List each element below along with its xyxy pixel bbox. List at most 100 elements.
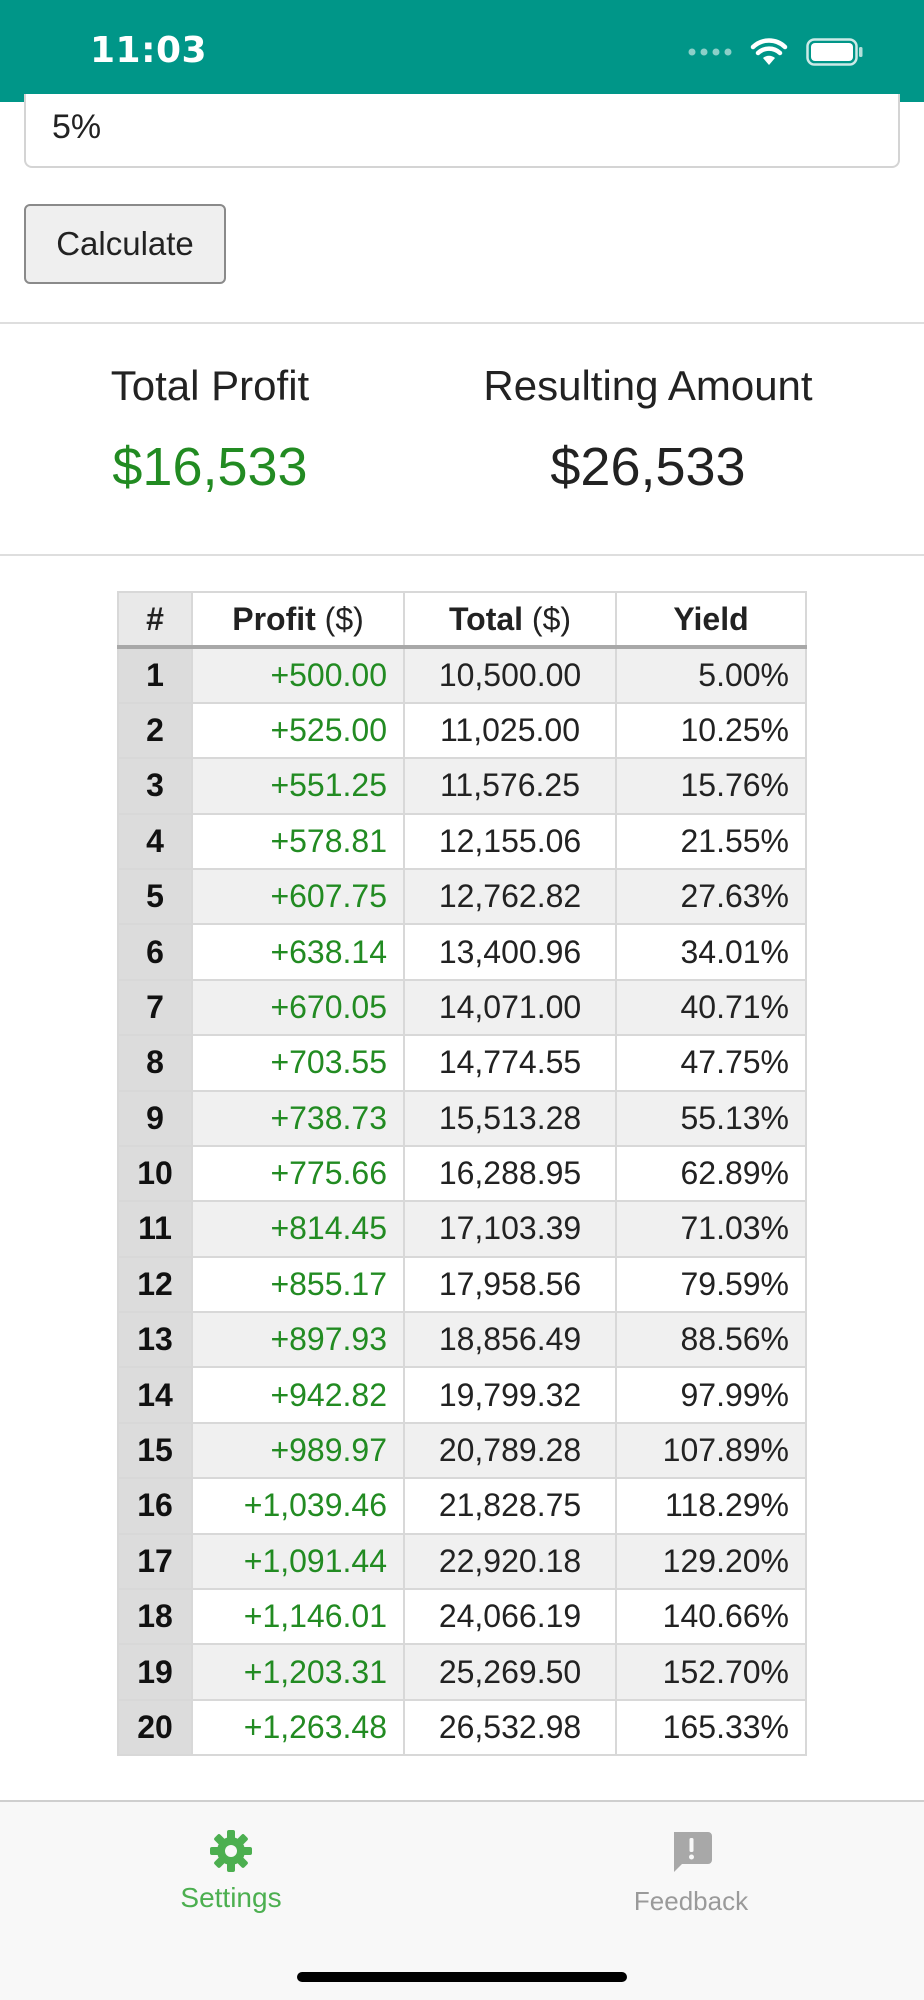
row-yield-cell: 118.29% bbox=[615, 1477, 807, 1535]
row-number-cell: 20 bbox=[117, 1698, 193, 1757]
gear-icon bbox=[210, 1830, 252, 1872]
row-number-cell: 13 bbox=[117, 1311, 193, 1369]
table-row: 5 +607.75 12,762.82 27.63% bbox=[117, 867, 807, 926]
row-profit-cell: +551.25 bbox=[191, 757, 405, 815]
row-number-cell: 2 bbox=[117, 701, 193, 760]
interest-rate-input[interactable]: 5% bbox=[24, 94, 900, 168]
row-total-cell: 14,774.55 bbox=[403, 1034, 617, 1092]
row-total-cell: 14,071.00 bbox=[403, 978, 617, 1037]
row-profit-cell: +1,039.46 bbox=[191, 1477, 405, 1535]
tab-settings-label: Settings bbox=[180, 1882, 282, 1913]
row-yield-cell: 21.55% bbox=[615, 812, 807, 870]
column-header-profit: Profit ($) bbox=[191, 590, 405, 650]
row-yield-cell: 27.63% bbox=[615, 867, 807, 926]
row-total-cell: 17,958.56 bbox=[403, 1255, 617, 1314]
home-indicator[interactable] bbox=[297, 1972, 627, 1982]
status-icons bbox=[688, 34, 864, 70]
row-yield-cell: 165.33% bbox=[615, 1698, 807, 1757]
row-yield-cell: 40.71% bbox=[615, 978, 807, 1037]
tab-bar: Settings Feedback bbox=[0, 1800, 924, 2000]
table-row: 15 +989.97 20,789.28 107.89% bbox=[117, 1421, 807, 1480]
row-number-cell: 4 bbox=[117, 812, 193, 870]
table-row: 17 +1,091.44 22,920.18 129.20% bbox=[117, 1532, 807, 1591]
table-row: 2 +525.00 11,025.00 10.25% bbox=[117, 701, 807, 760]
column-header-total-unit: ($) bbox=[531, 600, 572, 637]
row-number-cell: 10 bbox=[117, 1144, 193, 1203]
row-profit-cell: +638.14 bbox=[191, 923, 405, 981]
row-total-cell: 11,025.00 bbox=[403, 701, 617, 760]
table-row: 7 +670.05 14,071.00 40.71% bbox=[117, 978, 807, 1037]
row-total-cell: 13,400.96 bbox=[403, 923, 617, 981]
total-profit-value: $16,533 bbox=[112, 437, 308, 497]
row-number-cell: 18 bbox=[117, 1588, 193, 1646]
compound-schedule-table: # Profit ($) Total ($) Yield 1 +500.00 10,… bbox=[117, 590, 807, 1757]
wifi-icon bbox=[750, 38, 788, 65]
row-profit-cell: +775.66 bbox=[191, 1144, 405, 1203]
row-number-cell: 11 bbox=[117, 1200, 193, 1258]
row-total-cell: 12,762.82 bbox=[403, 867, 617, 926]
column-header-profit-label: Profit bbox=[232, 600, 316, 637]
table-row: 18 +1,146.01 24,066.19 140.66% bbox=[117, 1588, 807, 1646]
table-row: 8 +703.55 14,774.55 47.75% bbox=[117, 1034, 807, 1092]
row-profit-cell: +942.82 bbox=[191, 1366, 405, 1424]
table-row: 9 +738.73 15,513.28 55.13% bbox=[117, 1089, 807, 1147]
row-yield-cell: 79.59% bbox=[615, 1255, 807, 1314]
row-total-cell: 20,789.28 bbox=[403, 1421, 617, 1480]
row-yield-cell: 71.03% bbox=[615, 1200, 807, 1258]
row-number-cell: 9 bbox=[117, 1089, 193, 1147]
signal-icon bbox=[688, 48, 732, 56]
row-profit-cell: +670.05 bbox=[191, 978, 405, 1037]
column-header-total-label: Total bbox=[448, 600, 524, 637]
table-row: 19 +1,203.31 25,269.50 152.70% bbox=[117, 1643, 807, 1701]
resulting-amount-label: Resulting Amount bbox=[483, 362, 813, 409]
row-yield-cell: 34.01% bbox=[615, 923, 807, 981]
table-row: 3 +551.25 11,576.25 15.76% bbox=[117, 757, 807, 815]
total-profit-label: Total Profit bbox=[110, 362, 310, 409]
table-row: 14 +942.82 19,799.32 97.99% bbox=[117, 1366, 807, 1424]
row-total-cell: 26,532.98 bbox=[403, 1698, 617, 1757]
row-yield-cell: 62.89% bbox=[615, 1144, 807, 1203]
row-number-cell: 15 bbox=[117, 1421, 193, 1480]
row-profit-cell: +738.73 bbox=[191, 1089, 405, 1147]
table-row: 12 +855.17 17,958.56 79.59% bbox=[117, 1255, 807, 1314]
row-total-cell: 19,799.32 bbox=[403, 1366, 617, 1424]
row-profit-cell: +703.55 bbox=[191, 1034, 405, 1092]
row-profit-cell: +500.00 bbox=[191, 646, 405, 704]
status-time: 11:03 bbox=[90, 30, 208, 71]
row-profit-cell: +814.45 bbox=[191, 1200, 405, 1258]
row-number-cell: 5 bbox=[117, 867, 193, 926]
row-number-cell: 7 bbox=[117, 978, 193, 1037]
calculate-button[interactable]: Calculate bbox=[24, 204, 226, 284]
total-profit-block: Total Profit $16,533 bbox=[60, 362, 360, 498]
resulting-amount-block: Resulting Amount $26,533 bbox=[448, 362, 848, 498]
tab-settings[interactable]: Settings bbox=[131, 1828, 331, 1914]
row-total-cell: 24,066.19 bbox=[403, 1588, 617, 1646]
row-number-cell: 3 bbox=[117, 757, 193, 815]
column-header-number: # bbox=[117, 590, 193, 650]
row-yield-cell: 55.13% bbox=[615, 1089, 807, 1147]
row-profit-cell: +578.81 bbox=[191, 812, 405, 870]
row-total-cell: 10,500.00 bbox=[403, 646, 617, 704]
tab-feedback[interactable]: Feedback bbox=[591, 1828, 791, 1917]
row-yield-cell: 5.00% bbox=[615, 646, 807, 704]
table-row: 1 +500.00 10,500.00 5.00% bbox=[117, 646, 807, 704]
row-total-cell: 15,513.28 bbox=[403, 1089, 617, 1147]
column-header-profit-unit: ($) bbox=[324, 600, 364, 637]
row-profit-cell: +525.00 bbox=[191, 701, 405, 760]
row-total-cell: 11,576.25 bbox=[403, 757, 617, 815]
table-row: 6 +638.14 13,400.96 34.01% bbox=[117, 923, 807, 981]
status-bar: 11:03 bbox=[0, 0, 924, 102]
column-header-yield: Yield bbox=[615, 590, 807, 650]
row-yield-cell: 10.25% bbox=[615, 701, 807, 760]
table-row: 10 +775.66 16,288.95 62.89% bbox=[117, 1144, 807, 1203]
row-total-cell: 18,856.49 bbox=[403, 1311, 617, 1369]
row-number-cell: 14 bbox=[117, 1366, 193, 1424]
resulting-amount-value: $26,533 bbox=[550, 437, 746, 497]
row-profit-cell: +607.75 bbox=[191, 867, 405, 926]
row-profit-cell: +1,146.01 bbox=[191, 1588, 405, 1646]
row-total-cell: 12,155.06 bbox=[403, 812, 617, 870]
row-yield-cell: 129.20% bbox=[615, 1532, 807, 1591]
row-yield-cell: 97.99% bbox=[615, 1366, 807, 1424]
row-total-cell: 17,103.39 bbox=[403, 1200, 617, 1258]
row-yield-cell: 152.70% bbox=[615, 1643, 807, 1701]
